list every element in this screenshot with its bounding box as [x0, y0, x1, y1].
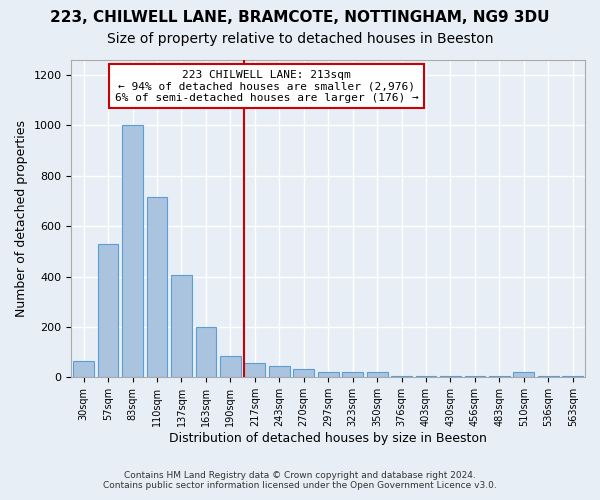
Bar: [538, 376, 559, 378]
Bar: [440, 376, 461, 378]
X-axis label: Distribution of detached houses by size in Beeston: Distribution of detached houses by size …: [169, 432, 487, 445]
Bar: [171, 276, 192, 378]
Bar: [464, 376, 485, 378]
Bar: [73, 361, 94, 378]
Bar: [220, 356, 241, 378]
Y-axis label: Number of detached properties: Number of detached properties: [15, 120, 28, 317]
Bar: [244, 364, 265, 378]
Bar: [342, 372, 363, 378]
Text: Size of property relative to detached houses in Beeston: Size of property relative to detached ho…: [107, 32, 493, 46]
Text: 223, CHILWELL LANE, BRAMCOTE, NOTTINGHAM, NG9 3DU: 223, CHILWELL LANE, BRAMCOTE, NOTTINGHAM…: [50, 10, 550, 25]
Bar: [98, 244, 118, 378]
Bar: [367, 372, 388, 378]
Bar: [293, 368, 314, 378]
Bar: [196, 327, 217, 378]
Text: 223 CHILWELL LANE: 213sqm
← 94% of detached houses are smaller (2,976)
6% of sem: 223 CHILWELL LANE: 213sqm ← 94% of detac…: [115, 70, 418, 102]
Bar: [269, 366, 290, 378]
Bar: [416, 376, 436, 378]
Bar: [122, 126, 143, 378]
Bar: [391, 376, 412, 378]
Text: Contains HM Land Registry data © Crown copyright and database right 2024.
Contai: Contains HM Land Registry data © Crown c…: [103, 470, 497, 490]
Bar: [489, 376, 510, 378]
Bar: [318, 372, 338, 378]
Bar: [562, 376, 583, 378]
Bar: [514, 372, 534, 378]
Bar: [146, 198, 167, 378]
